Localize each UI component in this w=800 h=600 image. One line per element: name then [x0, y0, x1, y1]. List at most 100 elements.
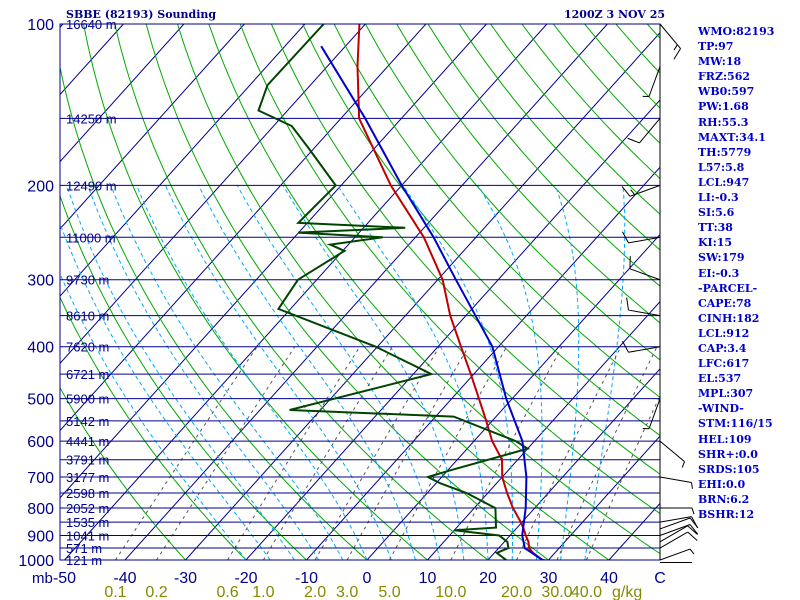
- pressure-tick-label: 300: [27, 273, 54, 290]
- wind-barb-flag: [673, 48, 681, 60]
- index-value: TT:38: [698, 221, 733, 235]
- wind-barb-staff: [628, 309, 661, 317]
- mixing-ratio-label: 1.0: [252, 584, 274, 600]
- index-value: HEL:109: [698, 432, 752, 446]
- temperature-tick-label: -10: [295, 570, 318, 587]
- isotherm-line: [60, 24, 185, 163]
- height-label: 14250 m: [66, 111, 117, 126]
- index-value: MPL:307: [698, 387, 754, 401]
- mixing-ratio-label: 5.0: [378, 584, 400, 600]
- wind-barb-half-flag: [630, 189, 636, 195]
- wind-barb-half-flag: [689, 548, 695, 555]
- isotherm-line: [124, 24, 608, 560]
- height-label: 8610 m: [66, 309, 109, 324]
- index-value: WMO:82193: [698, 25, 775, 38]
- wind-barb-flag: [622, 340, 629, 353]
- wind-barb-flag: [689, 524, 699, 535]
- wind-barb-staff: [659, 440, 685, 463]
- isotherm-line: [548, 435, 660, 560]
- mixing-ratio-label: 0.2: [145, 584, 167, 600]
- wind-barb: [659, 476, 693, 489]
- indices-panel: WMO:82193 TP:97 MW:18 FRZ:562 WB0:597 PW:1.68…: [698, 24, 798, 522]
- height-label: 571 m: [66, 541, 102, 556]
- temperature-tick-label: 30: [540, 570, 558, 587]
- isotherm-line: [60, 24, 245, 230]
- wind-barb-staff: [629, 268, 661, 281]
- mixing-ratio-label: 2.0: [304, 584, 326, 600]
- wind-barb: [659, 525, 698, 543]
- isotherm-line: [60, 24, 366, 365]
- index-value: -PARCEL-: [698, 281, 758, 295]
- wind-barb-half-flag: [673, 44, 678, 51]
- wind-barb-staff: [659, 525, 688, 543]
- parcel-line: [320, 45, 550, 560]
- mixing-ratio-line: [346, 346, 469, 560]
- index-value: TH:5779: [698, 145, 752, 159]
- isotherm-line: [306, 166, 660, 560]
- index-value: EHI:0.0: [698, 477, 746, 491]
- sounding-profiles: [257, 24, 550, 560]
- moist-adiabat-line: [236, 185, 441, 560]
- wind-barb-flag: [627, 137, 640, 144]
- wind-barb-staff: [659, 517, 691, 530]
- index-value: CAPE:78: [698, 296, 752, 310]
- wind-barb: [642, 66, 661, 98]
- index-value: LFC:617: [698, 357, 750, 371]
- moist-adiabat-line: [87, 185, 320, 560]
- wind-barb-staff: [659, 476, 692, 484]
- moist-adiabat-line: [584, 185, 626, 560]
- temperature-tick-label: C: [654, 570, 666, 587]
- wind-barb-flag: [621, 186, 631, 197]
- mixing-ratio-line: [262, 346, 393, 560]
- temperature-tick-label: 20: [479, 570, 497, 587]
- temperature-tick-label: 40: [600, 570, 618, 587]
- height-label: 5142 m: [66, 414, 109, 429]
- isotherm-line: [185, 32, 660, 560]
- pressure-tick-label: 1000: [18, 553, 54, 570]
- pressure-tick-label: 600: [27, 434, 54, 451]
- wind-barb-half-flag: [681, 461, 685, 468]
- index-value: PW:1.68: [698, 100, 749, 114]
- wind-barb: [622, 231, 661, 244]
- wind-barb: [622, 340, 661, 353]
- wind-barb-staff: [659, 516, 692, 523]
- wind-barb-staff: [628, 346, 661, 353]
- index-value: CINH:182: [698, 311, 760, 325]
- height-label: 2598 m: [66, 486, 109, 501]
- index-value: SHR+:0.0: [698, 447, 758, 461]
- wind-barb-staff: [659, 531, 688, 549]
- height-label: 12490 m: [66, 178, 117, 193]
- wind-barb: [659, 516, 698, 528]
- index-value: STM:116/15: [698, 417, 773, 431]
- moist-adiabat-line: [136, 185, 368, 560]
- wind-barb-staff: [648, 66, 661, 97]
- wind-barb-flag: [626, 297, 629, 311]
- index-value: SI:5.6: [698, 206, 735, 220]
- index-value: MAXT:34.1: [698, 130, 766, 144]
- isotherm-line: [245, 99, 660, 560]
- index-value: -WIND-: [698, 402, 744, 416]
- index-value: EL:537: [698, 372, 742, 386]
- wind-barb-staff: [639, 118, 661, 144]
- mixing-ratio-label: 30.0: [541, 584, 572, 600]
- moist-adiabat-line: [554, 185, 580, 560]
- temperature-tick-label: -30: [174, 570, 197, 587]
- temperature-tick-label: -50: [53, 570, 76, 587]
- isotherm-line: [60, 24, 306, 297]
- plot-border: [59, 23, 661, 561]
- index-value: KI:15: [698, 236, 733, 250]
- index-value: LCL:947: [698, 175, 750, 189]
- height-label: 2052 m: [66, 501, 109, 516]
- index-value: LI:-0.3: [698, 191, 739, 205]
- mixing-ratio-label: 3.0: [336, 584, 358, 600]
- wind-barb-flag: [622, 231, 629, 244]
- pressure-tick-label: 800: [27, 501, 54, 518]
- mixing-ratio-label: 0.1: [104, 584, 126, 600]
- wind-barb: [629, 256, 661, 281]
- index-value: FRZ:562: [698, 70, 751, 84]
- height-label: 4441 m: [66, 434, 109, 449]
- isotherm-line: [0, 24, 2, 560]
- isotherm-line: [64, 24, 548, 560]
